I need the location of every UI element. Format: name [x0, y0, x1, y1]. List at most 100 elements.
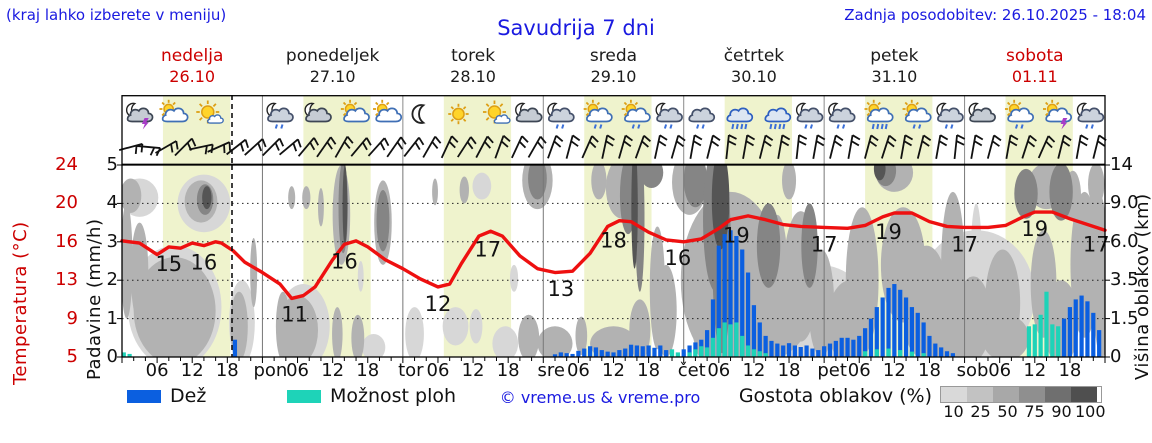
moon-cloud-drizzle-icon — [1076, 102, 1105, 129]
wind-barb — [670, 134, 686, 159]
density-gradient-cell — [993, 387, 1019, 402]
x-axis-hour-label: 06 — [988, 360, 1012, 381]
copyright-link[interactable]: © vreme.us & vreme.pro — [499, 388, 701, 407]
sun-smallcloud-icon — [482, 100, 511, 124]
cloud-rain-icon — [726, 107, 754, 130]
wind-barb — [457, 136, 477, 158]
x-axis-hour-label: 12 — [742, 360, 766, 381]
wind-barb — [581, 135, 599, 159]
density-gradient-cell — [967, 387, 993, 402]
temperature-line — [120, 210, 1107, 301]
moon-cloud-drizzle-icon — [828, 102, 856, 129]
wind-barb — [278, 138, 302, 156]
rain-legend-label: Dež — [170, 385, 207, 407]
svg-text:16: 16 — [664, 246, 691, 270]
wind-barb — [986, 134, 1002, 159]
sun-cloud-rain-icon — [864, 99, 894, 130]
x-axis-hour-label: 12 — [180, 360, 204, 381]
svg-text:13: 13 — [547, 277, 574, 301]
wind-barbs — [118, 134, 1107, 160]
wind-barb — [847, 134, 861, 159]
wind-barb — [916, 134, 932, 159]
x-axis-hour-label: 06 — [426, 360, 450, 381]
density-scale-number: 75 — [1024, 402, 1045, 421]
wind-barb — [422, 136, 442, 158]
density-scale-number: 25 — [970, 402, 991, 421]
wind-barb — [1075, 134, 1089, 159]
wind-barb — [494, 135, 511, 159]
wind-barb — [118, 143, 144, 155]
day-name: nedelja — [161, 46, 224, 66]
wind-barb — [812, 134, 826, 159]
density-gradient-cell — [941, 387, 967, 402]
svg-text:19: 19 — [1021, 217, 1048, 241]
x-axis-hour-label: 12 — [1023, 360, 1047, 381]
density-scale-number: 90 — [1051, 402, 1072, 421]
wind-barb — [511, 135, 529, 159]
wind-barb — [527, 136, 547, 158]
wind-barb — [795, 134, 808, 160]
svg-text:18: 18 — [600, 229, 627, 253]
rain-bars — [232, 230, 1102, 357]
page-title: Savudrija 7 dni — [497, 16, 655, 40]
moon-cloud-icon — [515, 102, 543, 123]
day-date: 28.10 — [450, 67, 496, 86]
wind-barb — [689, 134, 703, 159]
x-axis-day-label: sob — [956, 360, 989, 381]
temperature-axis-title: Temperatura (°C) — [10, 221, 31, 385]
wind-barb — [706, 134, 721, 159]
wind-barb — [601, 134, 615, 159]
wind-barb — [207, 141, 231, 154]
last-update-text: Zadnja posodobitev: 26.10.2025 - 18:04 — [844, 6, 1146, 24]
wind-barb — [1021, 134, 1037, 159]
axis-tick-marks — [117, 164, 1110, 363]
svg-text:15: 15 — [155, 252, 182, 276]
sun-cloud-drizzle-icon — [583, 99, 613, 129]
wind-barb — [136, 145, 162, 157]
svg-text:17: 17 — [474, 237, 501, 261]
day-date: 31.10 — [871, 67, 918, 86]
day-date: 27.10 — [309, 67, 356, 86]
x-axis-hour-label: 18 — [356, 360, 380, 381]
cloud-drizzle-icon — [688, 107, 716, 129]
x-axis-day-label: sre — [537, 360, 566, 381]
cloud-tick-label: 3.5 — [1110, 269, 1139, 291]
x-axis-hour-label: 06 — [286, 360, 309, 381]
wind-barb — [386, 136, 407, 158]
sun-cloud-icon — [159, 99, 189, 123]
x-axis-hour-label: 18 — [215, 360, 239, 381]
density-scale-number: 100 — [1075, 402, 1106, 421]
precip-tick-label: 2 — [106, 269, 118, 291]
svg-text:11: 11 — [281, 303, 308, 327]
cloud-density-gradient — [940, 386, 1102, 403]
day-date: 26.10 — [169, 67, 216, 86]
menu-hint-note: (kraj lahko izberete v meniju) — [6, 6, 227, 24]
moon-cloud-drizzle-icon — [795, 102, 824, 129]
cloud-tick-label: 14 — [1110, 154, 1133, 175]
wind-barb — [618, 134, 633, 159]
cloud-density-scale-numbers: 10 25 50 75 90 100 — [940, 402, 1110, 421]
density-gradient-cell — [1071, 387, 1097, 402]
wind-barb — [970, 134, 984, 159]
precip-tick-label: 1 — [106, 307, 118, 329]
x-axis-hour-label: 06 — [707, 360, 731, 381]
x-axis-hour-label: 12 — [321, 360, 345, 381]
x-axis-hour-label: 12 — [882, 360, 906, 381]
svg-text:19: 19 — [723, 223, 750, 247]
sun-smallcloud-icon — [196, 100, 224, 124]
wind-barb — [565, 134, 581, 159]
temp-tick-label: 16 — [55, 230, 78, 252]
x-axis-hour-label: 18 — [777, 360, 801, 381]
wind-barb — [953, 134, 966, 160]
density-scale-number: 50 — [997, 402, 1018, 421]
x-axis-hour-label: 18 — [496, 360, 520, 381]
wind-barb — [829, 134, 844, 159]
wind-barb — [758, 134, 774, 159]
rain-legend-swatch — [127, 390, 161, 403]
sun-icon — [448, 103, 469, 125]
moon-icon — [411, 104, 426, 124]
wind-barb — [881, 134, 897, 159]
wind-barb — [1005, 134, 1019, 159]
moon-cloud-drizzle-icon — [547, 102, 575, 129]
